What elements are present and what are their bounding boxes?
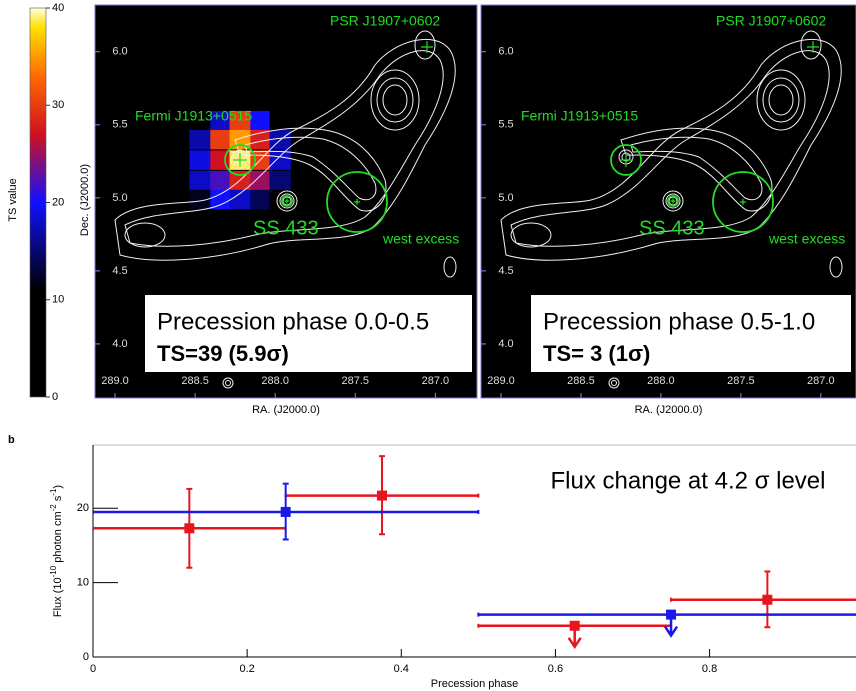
- y-axis-label-part: photon cm: [52, 511, 64, 565]
- caption-line: Precession phase 0.5-1.0: [543, 308, 815, 335]
- data-point: [570, 621, 580, 631]
- y-tick-label: 6.0: [112, 46, 127, 58]
- x-axis-label: RA. (J2000.0): [635, 404, 703, 416]
- data-point: [184, 523, 194, 533]
- y-tick-label: 10: [77, 577, 89, 589]
- y-tick-label: 4.5: [112, 265, 127, 277]
- x-tick-label: 288.0: [261, 375, 289, 387]
- x-tick-label: 287.0: [422, 375, 450, 387]
- heatmap-cell: [250, 111, 271, 130]
- source-label: west excess: [768, 231, 845, 247]
- source-label: SS 433: [639, 217, 705, 239]
- y-tick-label: 4.0: [112, 338, 127, 350]
- data-point: [281, 507, 291, 517]
- colorbar-label: TS value: [7, 178, 19, 221]
- caption-line: Precession phase 0.0-0.5: [157, 308, 429, 335]
- y-axis-label-part: ): [52, 485, 64, 489]
- colorbar-tick-label: 20: [52, 196, 64, 208]
- heatmap-cell: [210, 150, 231, 169]
- x-tick-label: 0.8: [702, 663, 717, 675]
- y-tick-label: 5.5: [112, 119, 127, 131]
- data-point: [762, 595, 772, 605]
- data-point: [377, 491, 387, 501]
- y-tick-label: 4.0: [498, 338, 513, 350]
- y-tick-label: 20: [77, 502, 89, 514]
- figure: 0 10 20 30 40 TS value PSR J1907+0602 Fermi J19…: [0, 0, 856, 691]
- x-axis-label: Precession phase: [431, 678, 518, 690]
- heatmap-cell: [210, 171, 231, 190]
- y-tick-label: 5.0: [112, 192, 127, 204]
- heatmap-cell: [270, 111, 291, 130]
- y-axis-label-part: Flux (10: [52, 577, 64, 617]
- y-tick-label: 5.5: [498, 119, 513, 131]
- y-axis-label-part: -10: [49, 565, 58, 577]
- y-tick-label: 4.5: [498, 265, 513, 277]
- colorbar-tick-label: 30: [52, 99, 64, 111]
- x-tick-label: 0.4: [394, 663, 409, 675]
- x-tick-label: 287.0: [807, 375, 835, 387]
- x-tick-label: 0: [90, 663, 96, 675]
- y-tick-label: 0: [83, 651, 89, 663]
- x-tick-label: 288.5: [567, 375, 595, 387]
- x-tick-label: 288.0: [647, 375, 675, 387]
- x-tick-label: 289.0: [487, 375, 515, 387]
- heatmap-cell: [250, 171, 271, 190]
- x-tick-label: 0.6: [548, 663, 563, 675]
- source-label: PSR J1907+0602: [716, 13, 826, 29]
- heatmap-cell: [270, 150, 291, 169]
- x-axis-label: RA. (J2000.0): [252, 404, 320, 416]
- colorbar-tick-label: 10: [52, 294, 64, 306]
- y-axis-label: Flux (10-10 photon cm-2 s-1): [49, 485, 64, 617]
- colorbar-tick-label: 0: [52, 391, 58, 403]
- y-axis-label: Dec. (J2000.0): [79, 164, 91, 236]
- heatmap-cell: [189, 150, 210, 169]
- source-label: Fermi J1913+0515: [521, 108, 638, 124]
- heatmap-cell: [250, 190, 271, 209]
- x-tick-label: 289.0: [101, 375, 129, 387]
- x-tick-label: 287.5: [342, 375, 370, 387]
- annotation: Flux change at 4.2 σ level: [551, 467, 826, 494]
- heatmap-cell: [189, 171, 210, 190]
- colorbar-tick-label: 40: [52, 2, 64, 14]
- heatmap-cell: [210, 190, 231, 209]
- y-tick-label: 5.0: [498, 192, 513, 204]
- source-label: west excess: [382, 231, 459, 247]
- heatmap-cell: [189, 130, 210, 149]
- panel-label: b: [8, 434, 15, 446]
- y-tick-label: 6.0: [498, 46, 513, 58]
- heatmap-cell: [210, 130, 231, 149]
- source-label: Fermi J1913+0515: [135, 108, 252, 124]
- data-point: [666, 610, 676, 620]
- caption-line: TS=39 (5.9σ): [157, 341, 289, 366]
- caption-line: TS= 3 (1σ): [543, 341, 650, 366]
- x-tick-label: 287.5: [727, 375, 755, 387]
- x-tick-label: 0.2: [239, 663, 254, 675]
- source-label: SS 433: [253, 217, 319, 239]
- x-tick-label: 288.5: [181, 375, 209, 387]
- colorbar: [30, 8, 46, 397]
- heatmap-cell: [270, 171, 291, 190]
- source-label: PSR J1907+0602: [330, 13, 440, 29]
